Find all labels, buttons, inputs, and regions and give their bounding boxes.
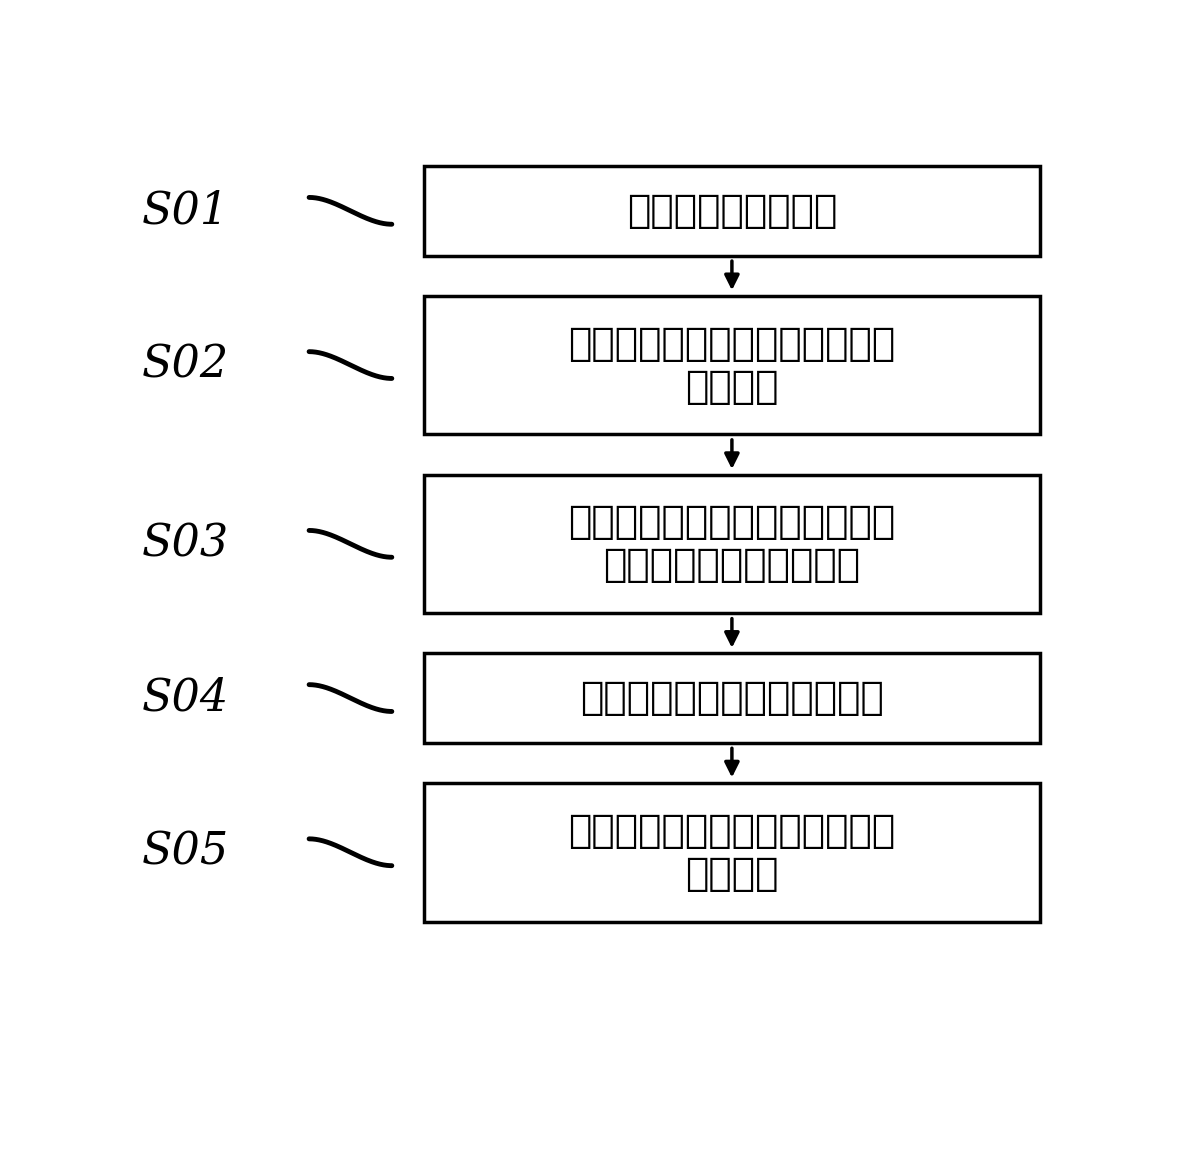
Text: 使用训练好的模型进行文本序列: 使用训练好的模型进行文本序列 bbox=[568, 812, 895, 850]
Text: 提取机器阅读模型的编码层和模: 提取机器阅读模型的编码层和模 bbox=[568, 325, 895, 362]
Text: S04: S04 bbox=[141, 677, 229, 720]
Bar bbox=[425, 783, 1040, 922]
Text: 预测任务: 预测任务 bbox=[686, 854, 779, 893]
Text: 预训练机器阅读模型: 预训练机器阅读模型 bbox=[626, 192, 837, 230]
Text: S03: S03 bbox=[141, 522, 229, 565]
Text: S01: S01 bbox=[141, 189, 229, 232]
Bar bbox=[425, 654, 1040, 743]
Text: S02: S02 bbox=[141, 344, 229, 387]
Text: 型层参数: 型层参数 bbox=[686, 368, 779, 405]
Text: 训练序列模型，直到模型收敛: 训练序列模型，直到模型收敛 bbox=[580, 679, 884, 717]
Bar bbox=[425, 475, 1040, 613]
Text: S05: S05 bbox=[141, 830, 229, 874]
Bar bbox=[425, 166, 1040, 255]
Bar bbox=[425, 296, 1040, 434]
Text: 作为该部分参数的初始化: 作为该部分参数的初始化 bbox=[604, 547, 861, 584]
Text: 将提取的参数嵌入序列模型中，: 将提取的参数嵌入序列模型中， bbox=[568, 504, 895, 541]
